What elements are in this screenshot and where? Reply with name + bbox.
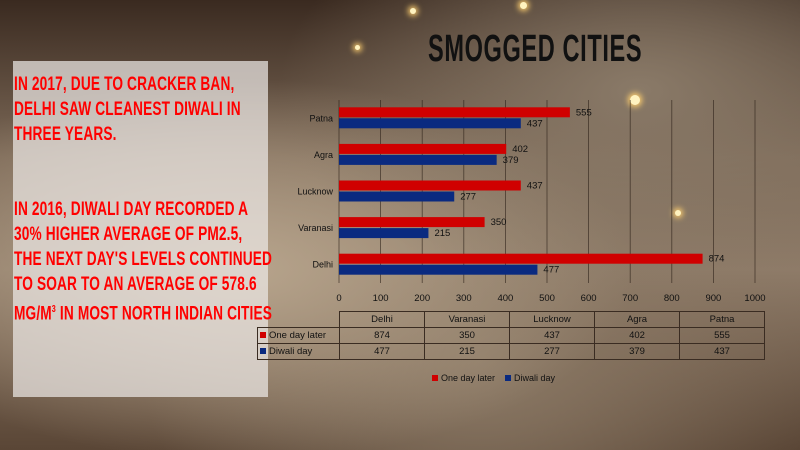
table-cell: 350 (424, 327, 510, 344)
category-label: Delhi (312, 260, 333, 270)
data-label: 874 (709, 254, 725, 265)
table-header-cell: Delhi (339, 311, 425, 328)
x-tick-label: 200 (414, 293, 430, 304)
table-cell: 874 (339, 327, 425, 344)
row-header: One day later (257, 327, 340, 344)
panel-paragraph-1: In 2017, due to cracker ban, Delhi saw c… (14, 74, 241, 145)
data-label: 555 (576, 107, 592, 118)
data-label: 437 (527, 118, 543, 129)
bar-one-day-later (339, 143, 507, 154)
bar-diwali-day (339, 191, 455, 202)
legend-item: One day later (432, 373, 495, 383)
legend-item: Diwali day (505, 373, 555, 383)
category-label: Agra (314, 150, 333, 160)
row-header: Diwali day (257, 343, 340, 360)
x-tick-label: 300 (456, 293, 472, 304)
paragraph-2-suffix: in most North Indian cities (55, 303, 273, 325)
legend: One day later Diwali day (432, 373, 555, 383)
bar-diwali-day (339, 264, 538, 275)
x-tick-label: 700 (622, 293, 638, 304)
bar-one-day-later (339, 253, 703, 264)
table-header-cell: Agra (594, 311, 680, 328)
paragraph-2-text: In 2016, Diwali day recorded a 30% highe… (14, 199, 273, 325)
bar-diwali-day (339, 118, 521, 129)
table-cell: 215 (424, 343, 510, 360)
x-tick-label: 0 (336, 293, 341, 304)
data-label: 277 (460, 192, 476, 203)
bar-diwali-day (339, 228, 429, 239)
table-header-cell: Varanasi (424, 311, 510, 328)
x-tick-label: 800 (664, 293, 680, 304)
table-cell: 277 (509, 343, 595, 360)
data-label: 437 (527, 181, 543, 192)
x-tick-label: 900 (705, 293, 721, 304)
bar-one-day-later (339, 217, 485, 228)
table-header-cell: Patna (679, 311, 765, 328)
table-header-row: Delhi Varanasi Lucknow Agra Patna (258, 311, 765, 328)
data-label: 402 (512, 144, 528, 155)
chart-title: SMOGGED CITIES (428, 28, 643, 70)
x-tick-label: 600 (581, 293, 597, 304)
x-tick-label: 1000 (744, 293, 765, 304)
category-label: Patna (309, 113, 333, 123)
data-label: 350 (491, 217, 507, 228)
text-panel (13, 61, 268, 397)
bar-one-day-later (339, 180, 521, 191)
category-label: Varanasi (298, 223, 333, 233)
table-cell: 477 (339, 343, 425, 360)
bar-diwali-day (339, 154, 497, 165)
bar-one-day-later (339, 107, 570, 118)
data-label: 215 (434, 228, 450, 239)
x-tick-label: 100 (373, 293, 389, 304)
category-label: Lucknow (297, 187, 333, 197)
table-row: Diwali day 477 215 277 379 437 (257, 343, 765, 360)
table-cell: 437 (509, 327, 595, 344)
superscript: 3 (51, 304, 56, 315)
table-cell: 402 (594, 327, 680, 344)
panel-paragraph-2: In 2016, Diwali day recorded a 30% highe… (14, 197, 273, 326)
data-label: 379 (503, 155, 519, 166)
table-cell: 437 (679, 343, 765, 360)
table-row: One day later 874 350 437 402 555 (257, 327, 765, 344)
table-cell: 555 (679, 327, 765, 344)
table-header-cell: Lucknow (509, 311, 595, 328)
data-label: 477 (543, 265, 559, 276)
table-cell: 379 (594, 343, 680, 360)
x-tick-label: 500 (539, 293, 555, 304)
x-tick-label: 400 (497, 293, 513, 304)
data-table: Delhi Varanasi Lucknow Agra Patna One day lat… (257, 311, 765, 360)
